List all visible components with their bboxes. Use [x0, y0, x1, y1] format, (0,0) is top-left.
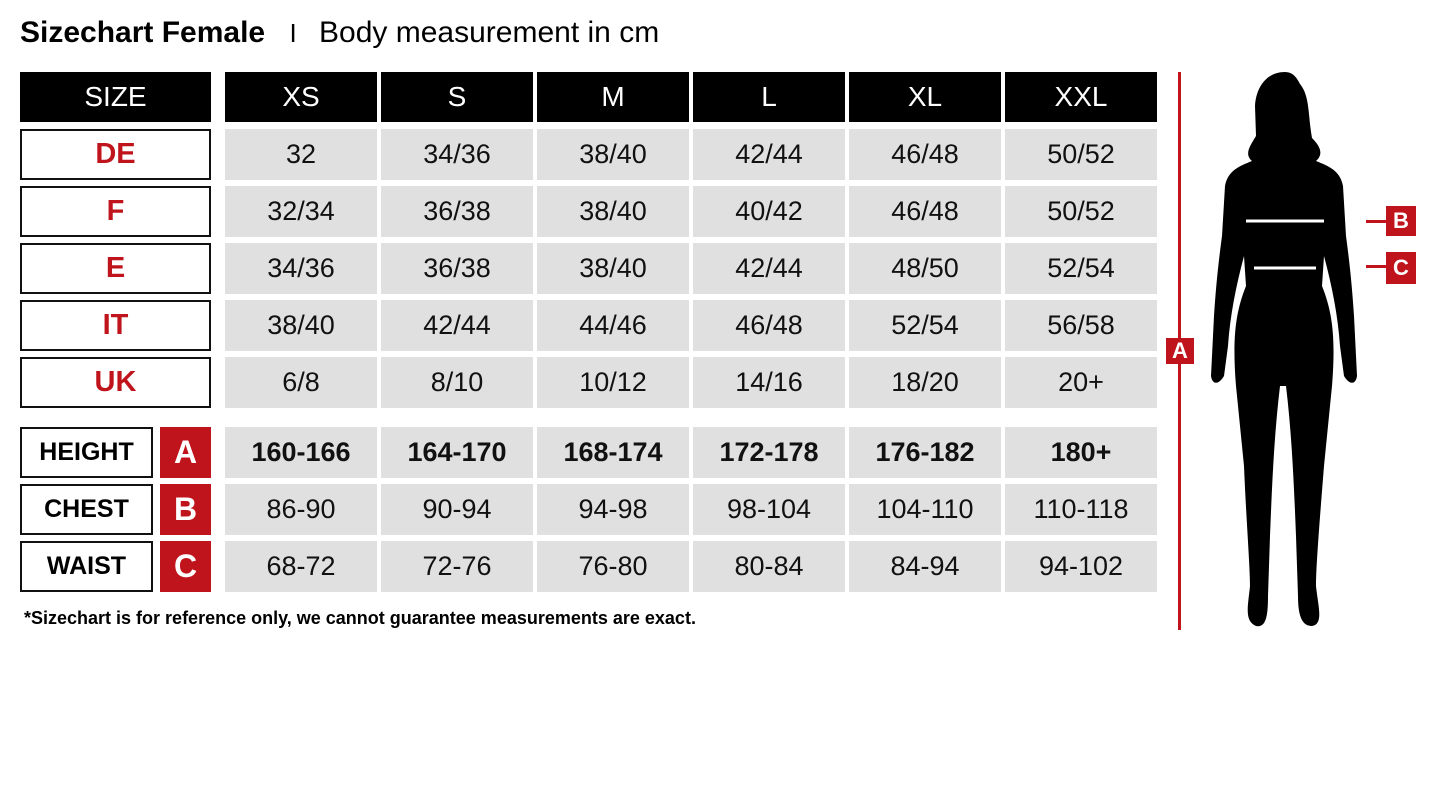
country-label: IT: [20, 300, 211, 351]
measurement-label: CHEST: [20, 484, 153, 535]
table-cell: 90-94: [381, 484, 533, 535]
measurement-label: WAIST: [20, 541, 153, 592]
size-column-header: XL: [849, 72, 1001, 122]
table-cell: 50/52: [1005, 129, 1157, 180]
table-cell: 76-80: [537, 541, 689, 592]
table-cell: 38/40: [225, 300, 377, 351]
country-label: DE: [20, 129, 211, 180]
title-subtitle: Body measurement in cm: [319, 16, 660, 49]
table-cell: 34/36: [381, 129, 533, 180]
table-cell: 68-72: [225, 541, 377, 592]
size-header: SIZE: [20, 72, 211, 122]
measurement-letter-tag: B: [160, 484, 211, 535]
table-cell: 6/8: [225, 357, 377, 408]
table-cell: 32/34: [225, 186, 377, 237]
table-cell: 98-104: [693, 484, 845, 535]
measurement-letter-tag: C: [160, 541, 211, 592]
table-cell: 176-182: [849, 427, 1001, 478]
table-cell: 42/44: [693, 243, 845, 294]
table-cell: 56/58: [1005, 300, 1157, 351]
size-column-header: XXL: [1005, 72, 1157, 122]
table-cell: 164-170: [381, 427, 533, 478]
table-cell: 160-166: [225, 427, 377, 478]
table-cell: 84-94: [849, 541, 1001, 592]
chest-pointer: [1366, 220, 1386, 223]
table-cell: 172-178: [693, 427, 845, 478]
chest-tag: B: [1386, 206, 1416, 236]
measurement-letter-tag: A: [160, 427, 211, 478]
country-label: UK: [20, 357, 211, 408]
table-cell: 36/38: [381, 243, 533, 294]
footnote: *Sizechart is for reference only, we can…: [24, 608, 696, 628]
table-cell: 72-76: [381, 541, 533, 592]
table-cell: 10/12: [537, 357, 689, 408]
table-cell: 168-174: [537, 427, 689, 478]
table-cell: 38/40: [537, 129, 689, 180]
table-cell: 8/10: [381, 357, 533, 408]
table-cell: 18/20: [849, 357, 1001, 408]
table-cell: 40/42: [693, 186, 845, 237]
table-cell: 46/48: [693, 300, 845, 351]
table-cell: 80-84: [693, 541, 845, 592]
title-bold: Sizechart Female: [20, 16, 266, 49]
title-separator: I: [289, 18, 297, 48]
measurement-label: HEIGHT: [20, 427, 153, 478]
table-cell: 36/38: [381, 186, 533, 237]
waist-tag: C: [1386, 252, 1416, 284]
size-column-header: S: [381, 72, 533, 122]
waist-pointer: [1366, 265, 1386, 268]
table-cell: 20+: [1005, 357, 1157, 408]
page-title: Sizechart Female I Body measurement in c…: [20, 16, 659, 50]
table-cell: 34/36: [225, 243, 377, 294]
country-label: E: [20, 243, 211, 294]
table-cell: 94-98: [537, 484, 689, 535]
table-cell: 48/50: [849, 243, 1001, 294]
size-column-header: XS: [225, 72, 377, 122]
table-cell: 46/48: [849, 186, 1001, 237]
table-cell: 44/46: [537, 300, 689, 351]
height-line: [1178, 72, 1181, 338]
table-cell: 38/40: [537, 186, 689, 237]
table-cell: 50/52: [1005, 186, 1157, 237]
size-column-header: L: [693, 72, 845, 122]
table-cell: 104-110: [849, 484, 1001, 535]
table-cell: 110-118: [1005, 484, 1157, 535]
height-tag: A: [1166, 338, 1194, 364]
table-cell: 32: [225, 129, 377, 180]
female-silhouette-icon: [1211, 72, 1357, 627]
table-cell: 42/44: [693, 129, 845, 180]
table-cell: 42/44: [381, 300, 533, 351]
height-line-lower: [1178, 364, 1181, 630]
table-cell: 14/16: [693, 357, 845, 408]
table-cell: 94-102: [1005, 541, 1157, 592]
size-column-header: M: [537, 72, 689, 122]
table-cell: 86-90: [225, 484, 377, 535]
table-cell: 38/40: [537, 243, 689, 294]
table-cell: 52/54: [1005, 243, 1157, 294]
country-label: F: [20, 186, 211, 237]
table-cell: 180+: [1005, 427, 1157, 478]
table-cell: 46/48: [849, 129, 1001, 180]
table-cell: 52/54: [849, 300, 1001, 351]
